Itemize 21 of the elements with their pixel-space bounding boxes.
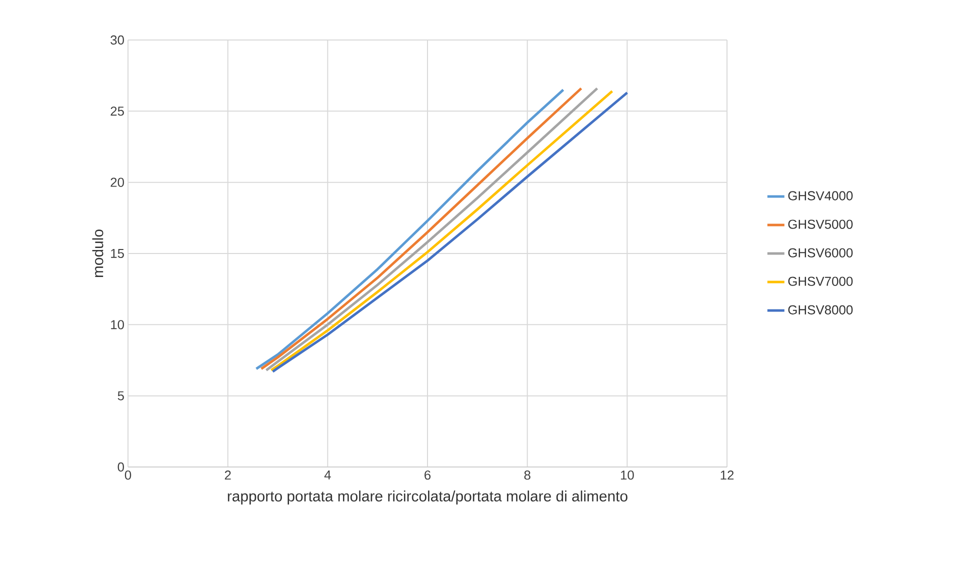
x-tick-label: 12 bbox=[720, 470, 734, 480]
legend-label: GHSV7000 bbox=[788, 276, 853, 286]
x-tick-label: 0 bbox=[124, 470, 132, 480]
x-tick-label: 8 bbox=[524, 470, 530, 480]
y-axis-title: modulo bbox=[92, 230, 104, 278]
x-tick-label: 6 bbox=[424, 470, 431, 480]
legend-label: GHSV4000 bbox=[788, 191, 853, 200]
x-tick-label: 2 bbox=[224, 470, 231, 480]
x-axis-title: rapporto portata molare ricircolata/portata molare di alimento bbox=[228, 490, 628, 504]
y-tick-label: 0 bbox=[118, 462, 124, 472]
legend-label: GHSV5000 bbox=[788, 220, 853, 229]
legend-label: GHSV6000 bbox=[788, 248, 853, 258]
y-tick-label: 30 bbox=[110, 35, 124, 45]
legend-label: GHSV8000 bbox=[788, 305, 853, 314]
x-tick-label: 10 bbox=[620, 470, 634, 480]
x-tick-label: 4 bbox=[324, 470, 331, 480]
y-tick-label: 10 bbox=[111, 320, 124, 330]
y-tick-label: 15 bbox=[111, 248, 124, 258]
y-tick-label: 5 bbox=[118, 391, 124, 400]
y-tick-label: 20 bbox=[110, 178, 124, 187]
y-tick-label: 25 bbox=[110, 106, 124, 116]
